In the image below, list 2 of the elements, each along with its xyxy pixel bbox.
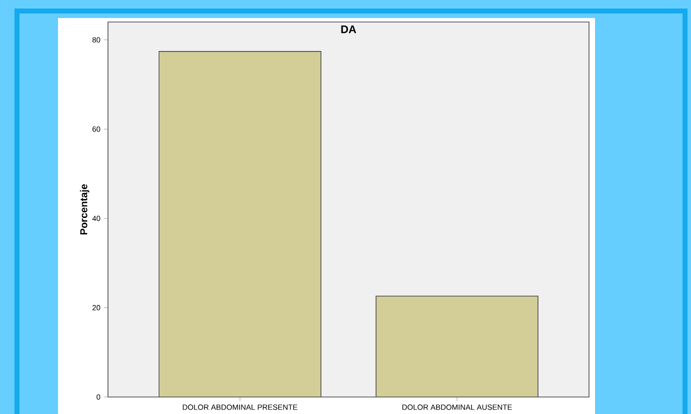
y-axis-title: Porcentaje bbox=[80, 184, 90, 234]
chart-title: DA bbox=[341, 26, 356, 34]
